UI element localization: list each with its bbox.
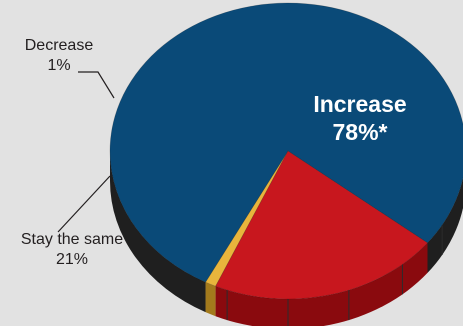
label-increase-value: 78%* [332,119,388,145]
label-decrease: Decrease 1% [14,36,104,76]
pie-side-decrease [205,282,216,317]
leader-line-stay-the-same [57,175,111,233]
pie-slice-decrease [205,150,289,287]
pie-slice-increase [109,2,463,283]
label-stay-the-same: Stay the same 21% [4,230,140,270]
label-increase-name: Increase [313,91,407,117]
label-stay-the-same-name: Stay the same [20,231,124,248]
label-stay-the-same-value: 21% [55,251,89,268]
pie-slice-stay-the-same [215,150,428,300]
label-decrease-value: 1% [47,57,71,74]
pie-side-stay-the-same [215,242,428,326]
label-decrease-name: Decrease [24,37,94,54]
leader-line-decrease [78,71,115,99]
pie-side-increase [427,178,463,273]
label-increase: Increase 78%* [300,90,420,146]
pie-side-increase [109,151,206,313]
